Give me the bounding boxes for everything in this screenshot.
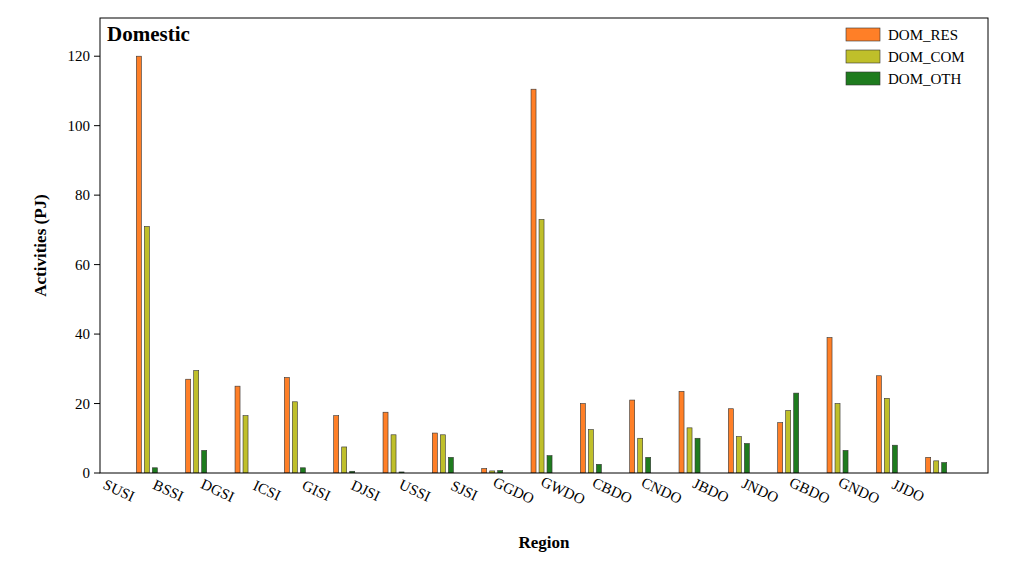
legend-label: DOM_OTH bbox=[888, 71, 961, 87]
bar bbox=[300, 468, 305, 473]
bar bbox=[580, 404, 585, 473]
y-tick-label: 0 bbox=[83, 465, 91, 481]
x-tick-label: SJSI bbox=[448, 477, 480, 503]
bar bbox=[778, 423, 783, 473]
bar bbox=[342, 447, 347, 473]
bar bbox=[136, 56, 141, 473]
bar bbox=[383, 412, 388, 473]
bar bbox=[934, 461, 939, 473]
bar bbox=[827, 338, 832, 473]
x-tick-label: GISI bbox=[300, 477, 333, 504]
bar bbox=[448, 457, 453, 473]
x-tick-label: JBDO bbox=[691, 475, 732, 505]
y-tick-label: 40 bbox=[75, 326, 90, 342]
bar bbox=[539, 219, 544, 473]
y-tick bbox=[94, 403, 100, 404]
bar bbox=[884, 398, 889, 473]
x-tick-label: DGSI bbox=[198, 476, 236, 505]
y-tick-label: 120 bbox=[68, 48, 91, 64]
bar bbox=[284, 377, 289, 473]
bar bbox=[695, 438, 700, 473]
bars bbox=[136, 56, 946, 473]
legend-label: DOM_RES bbox=[888, 27, 958, 43]
bar bbox=[152, 468, 157, 473]
bar bbox=[596, 464, 601, 473]
bar bbox=[786, 410, 791, 473]
bar bbox=[391, 435, 396, 473]
plot-frame bbox=[100, 18, 988, 473]
x-tick-label: JJDO bbox=[890, 476, 927, 505]
title: Domestic bbox=[107, 22, 190, 46]
y-axis-label: Activities (PJ) bbox=[31, 194, 50, 296]
bar bbox=[482, 468, 487, 473]
bar bbox=[440, 435, 445, 473]
bar bbox=[736, 437, 741, 473]
bar bbox=[638, 438, 643, 473]
y-tick-label: 100 bbox=[68, 118, 91, 134]
y-tick bbox=[94, 264, 100, 265]
legend-swatch bbox=[846, 28, 880, 41]
bar bbox=[926, 457, 931, 473]
y-tick bbox=[94, 125, 100, 126]
x-tick-label: ICSI bbox=[251, 477, 283, 503]
y-tick-label: 80 bbox=[75, 187, 90, 203]
bar bbox=[835, 404, 840, 473]
bar bbox=[334, 416, 339, 473]
bar bbox=[194, 371, 199, 473]
bar bbox=[186, 379, 191, 473]
x-tick-label: GNDO bbox=[836, 474, 882, 507]
bar bbox=[547, 456, 552, 473]
x-tick-label: GWDO bbox=[538, 473, 587, 507]
x-tick-label: GGDO bbox=[491, 474, 537, 507]
bar bbox=[679, 391, 684, 473]
bar bbox=[876, 376, 881, 473]
bar bbox=[292, 402, 297, 473]
bar bbox=[687, 428, 692, 473]
x-axis-label: Region bbox=[519, 533, 571, 552]
x-tick-label: JNDO bbox=[740, 475, 782, 506]
y-tick-label: 60 bbox=[75, 257, 90, 273]
bar bbox=[843, 450, 848, 473]
x-tick-label: GBDO bbox=[787, 474, 832, 507]
bar bbox=[728, 409, 733, 473]
bar bbox=[588, 430, 593, 473]
bar bbox=[531, 89, 536, 473]
bar bbox=[202, 450, 207, 473]
legend-label: DOM_COM bbox=[888, 49, 965, 65]
bar bbox=[744, 443, 749, 473]
legend-swatch bbox=[846, 72, 880, 85]
bar bbox=[892, 445, 897, 473]
bar bbox=[432, 433, 437, 473]
x-tick-label: DJSI bbox=[349, 477, 383, 504]
x-tick-label: BSSI bbox=[151, 477, 186, 505]
bar bbox=[235, 386, 240, 473]
x-tick-label: CBDO bbox=[590, 474, 635, 506]
y-tick bbox=[94, 473, 100, 474]
bar bbox=[942, 463, 947, 473]
bar bbox=[794, 393, 799, 473]
bar bbox=[243, 416, 248, 473]
bar bbox=[630, 400, 635, 473]
bar bbox=[646, 457, 651, 473]
y-tick bbox=[94, 195, 100, 196]
bar bbox=[144, 226, 149, 473]
x-tick-label: CNDO bbox=[639, 474, 684, 507]
y-tick bbox=[94, 56, 100, 57]
chart: 0 20 40 60 80 100 120 SUSI BSSI DGSI ICSI GISI DJSI U… bbox=[0, 0, 1034, 567]
legend-swatch bbox=[846, 50, 880, 63]
x-tick-label: SUSI bbox=[101, 476, 137, 504]
y-tick bbox=[94, 334, 100, 335]
x-tick-label: USSI bbox=[397, 476, 433, 504]
y-tick-label: 20 bbox=[75, 396, 90, 412]
